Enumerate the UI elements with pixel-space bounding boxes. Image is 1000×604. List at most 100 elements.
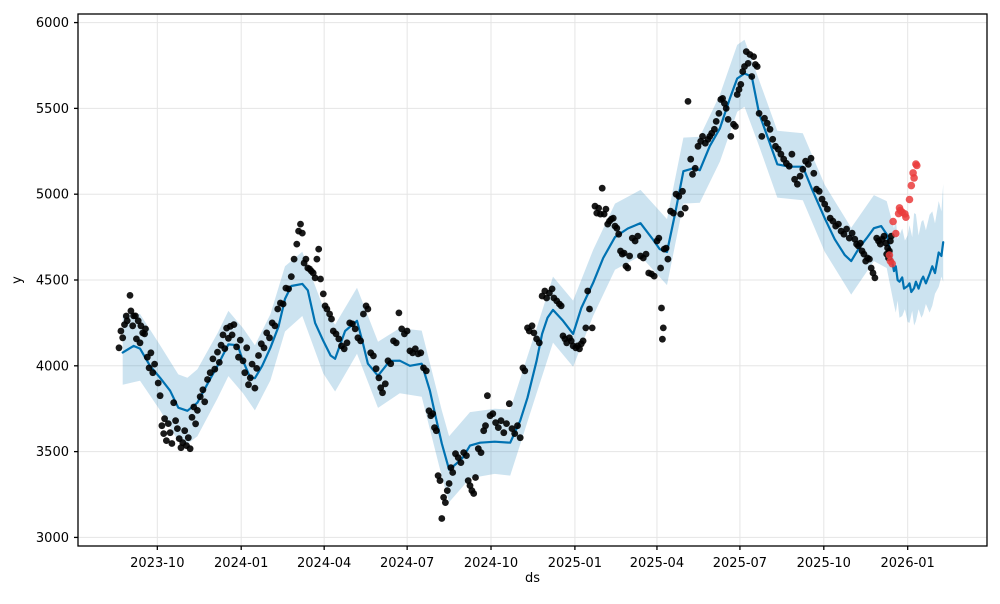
actual-point — [158, 422, 166, 430]
actual-point — [494, 424, 502, 431]
x-tick-label: 2025-10 — [797, 556, 851, 571]
y-tick-label: 3000 — [36, 531, 69, 546]
actual-point — [788, 150, 796, 158]
actual-point — [557, 302, 565, 310]
actual-point — [357, 337, 364, 345]
actual-point — [626, 252, 633, 260]
actual-point — [505, 400, 513, 408]
actual-point — [694, 142, 702, 150]
x-tick-label: 2024-01 — [214, 556, 268, 571]
actual-point — [126, 292, 134, 299]
actual-point — [163, 437, 170, 444]
actual-point — [395, 309, 403, 317]
anomaly-point — [892, 229, 900, 238]
actual-point — [438, 515, 446, 522]
actual-point — [484, 392, 491, 400]
actual-point — [297, 220, 304, 228]
actual-point — [711, 125, 718, 133]
actual-point — [753, 63, 761, 70]
actual-point — [168, 440, 176, 447]
actual-point — [239, 357, 247, 365]
actual-point — [298, 229, 306, 237]
actual-point — [260, 344, 268, 352]
anomaly-point — [885, 251, 894, 259]
actual-point — [411, 345, 419, 353]
actual-point — [602, 205, 610, 213]
x-tick-label: 2024-04 — [297, 556, 351, 571]
actual-point — [214, 348, 221, 356]
actual-point — [340, 345, 348, 353]
actual-point — [123, 317, 131, 325]
actual-point — [598, 184, 606, 192]
actual-point — [445, 480, 453, 487]
actual-point — [196, 393, 204, 401]
actual-point — [149, 369, 157, 377]
actual-point — [724, 116, 732, 123]
actual-point — [449, 469, 457, 476]
actual-point — [463, 452, 470, 459]
actual-point — [311, 274, 319, 282]
actual-point — [758, 133, 766, 140]
actual-point — [147, 349, 155, 357]
actual-point — [735, 86, 743, 93]
actual-point — [489, 410, 497, 418]
actual-point — [588, 324, 596, 332]
x-tick-label: 2024-07 — [380, 556, 434, 571]
actual-point — [712, 118, 720, 125]
x-tick-label: 2025-01 — [548, 556, 602, 571]
actual-point — [245, 381, 252, 389]
actual-point — [750, 53, 757, 60]
actual-point — [429, 410, 437, 418]
actual-point — [335, 335, 343, 343]
actual-point — [664, 255, 672, 263]
actual-point — [821, 200, 829, 208]
actual-point — [117, 327, 125, 335]
y-tick-label: 5500 — [36, 102, 69, 117]
actual-point — [243, 344, 251, 352]
actual-point — [184, 434, 192, 442]
actual-point — [454, 454, 462, 461]
actual-point — [228, 331, 236, 339]
actual-point — [266, 334, 273, 342]
actual-point — [657, 264, 664, 272]
actual-point — [186, 445, 194, 453]
actual-point — [392, 339, 400, 347]
actual-point — [722, 105, 730, 112]
actual-point — [119, 334, 127, 342]
actual-point — [691, 164, 699, 172]
actual-point — [699, 133, 706, 140]
actual-point — [582, 324, 590, 332]
actual-point — [624, 264, 632, 272]
actual-point — [620, 249, 628, 257]
actual-point — [164, 420, 172, 427]
actual-point — [535, 339, 543, 347]
actual-point — [442, 499, 449, 506]
actual-point — [360, 310, 367, 318]
actual-point — [287, 273, 295, 280]
actual-point — [530, 329, 538, 337]
actual-point — [142, 325, 149, 333]
actual-point — [477, 449, 485, 456]
actual-point — [482, 422, 489, 430]
actual-point — [794, 180, 801, 188]
anomaly-point — [913, 161, 921, 170]
y-tick-label: 5000 — [36, 188, 69, 203]
actual-point — [323, 305, 331, 313]
actual-point — [115, 344, 123, 352]
actual-point — [194, 407, 201, 414]
actual-point — [370, 352, 377, 360]
x-tick-label: 2025-07 — [713, 556, 767, 571]
actual-point — [166, 429, 174, 437]
actual-point — [422, 367, 430, 375]
actual-point — [215, 359, 223, 366]
actual-point — [136, 339, 144, 347]
actual-point — [548, 285, 556, 293]
actual-point — [737, 81, 745, 88]
actual-point — [516, 434, 524, 442]
actual-point — [845, 234, 853, 242]
actual-point — [521, 367, 529, 375]
actual-point — [145, 364, 153, 372]
actual-point — [375, 374, 383, 382]
actual-point — [497, 417, 505, 425]
